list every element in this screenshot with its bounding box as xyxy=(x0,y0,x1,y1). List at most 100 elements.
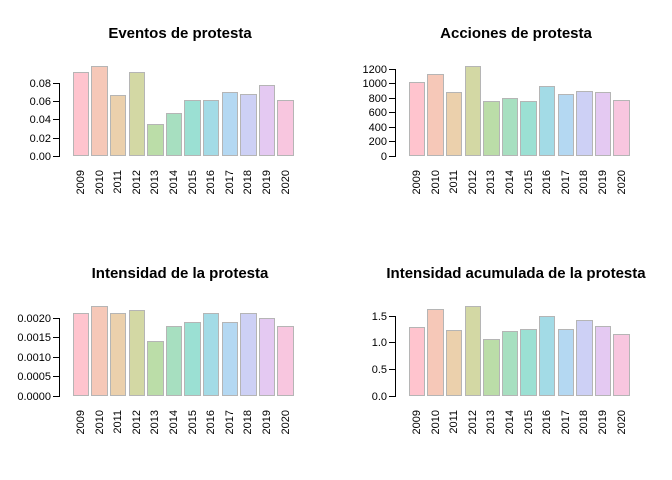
y-tick-mark xyxy=(53,356,60,358)
x-tick-label: 2010 xyxy=(429,170,442,195)
x-tick-label: 2020 xyxy=(279,170,292,195)
y-tick-mark xyxy=(389,126,396,128)
bar-2014 xyxy=(165,112,183,156)
bar-2014 xyxy=(501,97,519,156)
bar-2013 xyxy=(483,339,500,396)
bar-2015 xyxy=(184,99,201,156)
y-tick-mark xyxy=(389,141,396,143)
y-tick-label: 1200 xyxy=(362,63,387,76)
y-tick-mark xyxy=(389,97,396,99)
y-tick-label: 1.0 xyxy=(371,337,387,350)
x-tick-label: 2019 xyxy=(597,170,609,195)
bar-2014 xyxy=(165,325,183,396)
x-tick-label: 2018 xyxy=(578,170,591,195)
x-tick-label: 2011 xyxy=(112,170,125,194)
bar-2016 xyxy=(538,85,556,156)
chart-panel-intensidad-de-la-protesta: 0.0000 0.0005 0.0010 0.0015 0.0020 2009 2010 20… xyxy=(0,240,336,480)
bar-2013 xyxy=(147,341,164,396)
chart-title-intensidad-acumulada: Intensidad acumulada de la protesta xyxy=(386,265,646,282)
y-tick-mark xyxy=(389,112,396,114)
bar-2012 xyxy=(128,309,146,396)
y-tick-mark xyxy=(53,317,60,319)
bar-2018 xyxy=(576,90,593,156)
bar-2011 xyxy=(109,95,127,156)
bar-2011 xyxy=(445,92,463,156)
y-tick-label: 800 xyxy=(368,92,387,105)
y-tick-label: 0.0010 xyxy=(17,351,51,364)
y-tick-mark xyxy=(53,376,60,378)
y-axis-line xyxy=(395,315,396,397)
y-tick-label: 0.0 xyxy=(371,391,387,403)
y-tick-label: 0.06 xyxy=(29,95,51,108)
bar-2015 xyxy=(520,100,537,156)
bar-2009 xyxy=(72,313,90,396)
bar-2009 xyxy=(408,327,426,396)
bar-2020 xyxy=(613,100,630,156)
y-tick-label: 0.08 xyxy=(29,77,51,90)
x-tick-label: 2010 xyxy=(93,410,106,435)
x-tick-label: 2019 xyxy=(597,410,609,435)
x-tick-label: 2018 xyxy=(578,410,591,435)
bar-2009 xyxy=(408,81,426,156)
bar-2011 xyxy=(109,313,127,396)
x-tick-label: 2017 xyxy=(223,410,236,435)
x-tick-label: 2019 xyxy=(261,170,273,195)
x-tick-label: 2012 xyxy=(130,170,143,195)
y-tick-label: 0.5 xyxy=(371,364,387,377)
bar-2019 xyxy=(594,326,612,396)
x-tick-label: 2011 xyxy=(112,410,125,434)
bar-2018 xyxy=(576,320,593,396)
bar-2013 xyxy=(483,100,500,156)
x-tick-label: 2016 xyxy=(541,410,554,435)
y-tick-label: 600 xyxy=(368,107,387,120)
bar-2011 xyxy=(445,330,463,396)
chart-panel-acciones-de-protesta: 0 200 400 600 800 1000 1200 2009 2010 2011 2012 201… xyxy=(336,0,672,240)
chart-title-intensidad: Intensidad de la protesta xyxy=(91,265,269,282)
y-tick-mark xyxy=(389,156,396,157)
y-tick-label: 1000 xyxy=(362,78,387,91)
bar-2012 xyxy=(464,66,482,156)
y-tick-mark xyxy=(53,156,60,157)
y-tick-label: 0.04 xyxy=(29,114,51,127)
bar-2015 xyxy=(184,321,201,396)
x-tick-label: 2020 xyxy=(615,410,628,435)
x-tick-label: 2017 xyxy=(223,170,236,195)
x-tick-label: 2015 xyxy=(186,170,199,195)
x-tick-label: 2013 xyxy=(149,170,162,195)
y-tick-mark xyxy=(53,82,60,84)
bar-2019 xyxy=(258,85,276,156)
x-tick-label: 2012 xyxy=(130,410,143,435)
x-tick-label: 2013 xyxy=(485,410,498,435)
x-tick-label: 2009 xyxy=(75,410,87,435)
bar-2018 xyxy=(240,313,257,396)
x-tick-label: 2016 xyxy=(205,170,218,195)
x-tick-label: 2018 xyxy=(242,410,255,435)
chart-title-eventos: Eventos de protesta xyxy=(108,25,252,42)
bar-2017 xyxy=(221,91,239,156)
y-tick-mark xyxy=(53,396,60,397)
bar-2016 xyxy=(538,315,556,396)
x-tick-label: 2012 xyxy=(466,170,479,195)
y-tick-mark xyxy=(389,83,396,85)
y-tick-label: 0.0005 xyxy=(17,371,51,384)
y-tick-mark xyxy=(53,337,60,339)
y-tick-label: 0.0020 xyxy=(17,312,51,325)
x-tick-label: 2015 xyxy=(522,170,535,195)
y-tick-label: 0 xyxy=(380,151,387,163)
y-tick-mark xyxy=(53,119,60,121)
bar-2019 xyxy=(258,317,276,396)
x-tick-label: 2010 xyxy=(93,170,106,195)
y-tick-mark xyxy=(389,315,396,317)
bar-2009 xyxy=(72,71,90,156)
bar-2019 xyxy=(594,92,612,156)
x-tick-label: 2013 xyxy=(149,410,162,435)
x-tick-label: 2009 xyxy=(411,410,423,435)
bar-2010 xyxy=(91,66,108,156)
bar-2016 xyxy=(202,313,220,396)
x-tick-label: 2016 xyxy=(541,170,554,195)
y-tick-label: 0.0000 xyxy=(17,391,51,403)
bar-2012 xyxy=(464,306,482,396)
x-tick-label: 2014 xyxy=(168,410,180,435)
x-tick-label: 2009 xyxy=(411,170,423,195)
